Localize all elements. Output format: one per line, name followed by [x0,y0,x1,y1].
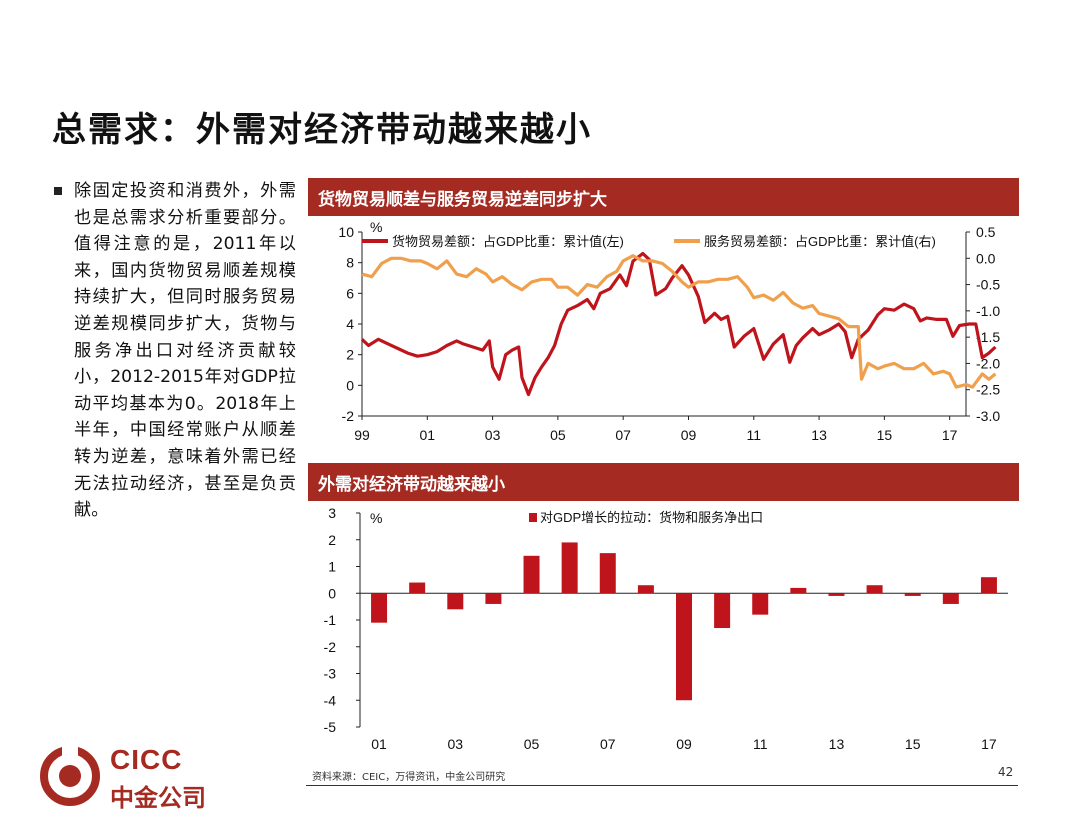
chart1-series [360,251,997,397]
bar-06 [561,542,578,594]
chart2-y-tick-label: 3 [328,505,336,521]
bar-14 [866,585,883,594]
bar-13 [828,593,845,596]
chart1-left-tick-label: 4 [346,316,354,332]
logo-text-en: CICC [110,744,183,775]
chart1-right-tick-label: -0.5 [976,277,1000,293]
chart1-right-tick-label: -1.0 [976,303,1000,319]
chart1-right-tick-label: -1.5 [976,329,1000,345]
source-note: 资料来源：CEIC，万得资讯，中金公司研究 [312,772,506,783]
bar-08 [637,585,654,594]
chart2-y-tick-label: -3 [324,666,337,682]
chart1-right-tick-label: 0.0 [976,250,996,266]
bullet-text: 除固定投资和消费外，外需也是总需求分析重要部分。值得注意的是，2011年以来，国… [74,181,296,521]
bar-02 [409,582,426,594]
chart2-x-tick-label: 17 [981,736,997,752]
chart1-x-tick-label: 13 [811,427,827,443]
chart1-x-tick-label: 11 [747,427,762,443]
bar-01 [371,593,388,623]
chart2-x-tick-label: 05 [524,736,540,752]
bar-12 [790,587,807,594]
chart1-x-tick-label: 03 [485,427,501,443]
chart2-y-tick-label: 2 [328,532,336,548]
chart2-x-tick-label: 03 [448,736,464,752]
chart1-right-tick-label: 0.5 [976,224,996,240]
chart1-left-tick-label: -2 [342,408,355,424]
chart2-title: 外需对经济带动越来越小 [308,463,1019,501]
logo-text-zh: 中金公司 [110,784,206,812]
goods-trade-line [360,251,997,397]
bar-03 [447,593,464,610]
chart1-axes: 10 8 6 4 2 0 -2 0.5 0.0 -0.5 -1.0 -1.5 -2.0 -2.5 -3.0 9… [338,224,1000,443]
chart2-y-tick-label: -5 [324,719,337,735]
chart1-right-tick-label: -3.0 [976,408,1000,424]
chart1-legend: 货物贸易差额：占GDP比重：累计值(左) 服务贸易差额：占GDP比重：累计值(右… [362,234,936,249]
chart1-left-tick-label: 8 [346,255,354,271]
legend-netexport-label: 对GDP增长的拉动：货物和服务净出口 [540,510,763,525]
chart1-left-tick-label: 6 [346,285,354,301]
chart2-y-tick-label: 0 [328,585,336,601]
chart2-x-tick-label: 11 [753,736,768,752]
chart2-y-tick-label: -2 [324,639,337,655]
bullet-marker-icon [54,187,62,195]
chart2-unit: % [370,510,382,526]
chart1-left-tick-label: 2 [346,347,354,363]
bar-16 [942,593,959,604]
chart1-x-tick-label: 17 [942,427,958,443]
chart1-left-tick-label: 0 [346,377,354,393]
chart2-x-tick-label: 01 [371,736,387,752]
chart1-title: 货物贸易顺差与服务贸易逆差同步扩大 [308,178,1019,216]
chart1-x-tick-label: 01 [420,427,436,443]
chart1-left-unit: % [370,219,382,235]
chart2-x-tick-label: 15 [905,736,921,752]
chart2-x-tick-label: 13 [829,736,845,752]
chart2-legend: 对GDP增长的拉动：货物和服务净出口 [529,510,763,525]
cicc-logo-mark-icon [40,746,100,806]
bar-10 [714,593,731,629]
bar-04 [485,593,502,604]
chart1-x-tick-label: 09 [681,427,697,443]
cicc-logo: CICC 中金公司 [38,742,208,812]
bar-07 [599,553,616,594]
footer-divider [306,785,1018,786]
page-number: 42 [998,765,1014,779]
legend-services-label: 服务贸易差额：占GDP比重：累计值(右) [704,234,936,249]
bar-09 [676,593,692,701]
legend-goods-label: 货物贸易差额：占GDP比重：累计值(左) [392,234,624,249]
legend-netexport-swatch [529,513,537,522]
chart1-right-tick-label: -2.5 [976,382,1000,398]
chart2-y-tick-label: -4 [324,692,337,708]
chart1-left-tick-label: 10 [338,224,354,240]
page-title: 总需求：外需对经济带动越来越小 [52,110,592,150]
chart1-x-tick-label: 07 [615,427,631,443]
chart2-y-tick-label: -1 [324,612,337,628]
bar-11 [752,593,769,615]
chart1-x-tick-label: 15 [877,427,893,443]
bar-15 [904,593,921,596]
bar-05 [523,555,540,594]
chart2-bars [371,542,997,701]
chart1-x-tick-label: 99 [354,427,370,443]
bar-17 [980,577,997,594]
chart2-y-tick-label: 1 [328,559,336,575]
chart1-x-tick-label: 05 [550,427,566,443]
chart2-axes: 3 2 1 0 -1 -2 -3 -4 -5 01 03 05 07 09 11 13 15 17 [324,505,1008,752]
chart2-x-tick-label: 09 [676,736,692,752]
chart1-right-tick-label: -2.0 [976,355,1000,371]
line-chart: 10 8 6 4 2 0 -2 0.5 0.0 -0.5 -1.0 -1.5 -2.0 -2.5 -3.0 9… [338,219,1000,443]
bar-chart: 3 2 1 0 -1 -2 -3 -4 -5 01 03 05 07 09 11 13 15 17 % 对GDP增… [324,505,1008,752]
chart2-x-tick-label: 07 [600,736,616,752]
services-trade-line [361,254,997,389]
